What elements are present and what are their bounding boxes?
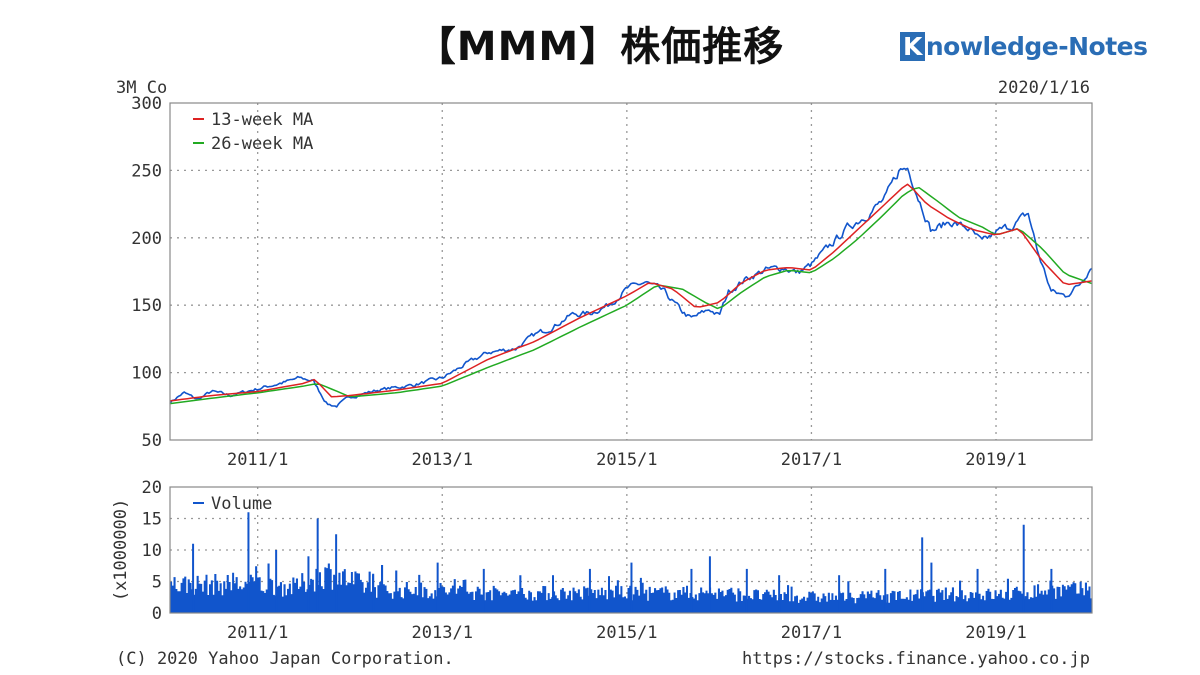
brand-logo-text: nowledge-Notes: [925, 32, 1148, 61]
ma26-line: [169, 186, 1093, 405]
y-tick-label: 20: [142, 478, 162, 498]
price-lines: [169, 167, 1093, 408]
price-x-axis: 2011/1 2013/1 2015/1 2017/1 2019/1: [227, 450, 1027, 470]
x-tick-label: 2013/1: [412, 450, 473, 470]
x-tick-label: 2011/1: [227, 623, 288, 643]
y-tick-label: 100: [131, 364, 162, 384]
volume-x-axis: 2011/1 2013/1 2015/1 2017/1 2019/1: [227, 623, 1027, 643]
y-tick-label: 200: [131, 229, 162, 249]
page-title: 【MMM】株価推移: [415, 24, 785, 70]
price-plot-frame: [169, 102, 1093, 441]
x-tick-label: 2015/1: [596, 450, 657, 470]
x-tick-label: 2013/1: [412, 623, 473, 643]
x-tick-label: 2015/1: [596, 623, 657, 643]
legend-label: Volume: [211, 494, 272, 514]
y-tick-label: 0: [152, 604, 162, 624]
volume-plot-frame: [169, 486, 1093, 614]
y-tick-label: 10: [142, 541, 162, 561]
ma13-line: [169, 183, 1093, 402]
x-tick-label: 2011/1: [227, 450, 288, 470]
x-tick-label: 2017/1: [781, 623, 842, 643]
y-tick-label: 5: [152, 573, 162, 593]
y-tick-label: 50: [142, 431, 162, 451]
x-tick-label: 2017/1: [781, 450, 842, 470]
copyright: (C) 2020 Yahoo Japan Corporation.: [116, 649, 454, 669]
volume-legend: Volume: [193, 494, 272, 514]
y-tick-label: 300: [131, 94, 162, 114]
legend-label: 13-week MA: [211, 110, 313, 130]
price-line: [169, 167, 1093, 408]
y-tick-label: 15: [142, 510, 162, 530]
price-legend: 13-week MA 26-week MA: [193, 110, 313, 154]
x-tick-label: 2019/1: [965, 623, 1026, 643]
volume-y-label: (x1000000): [111, 499, 131, 601]
source-url: https://stocks.finance.yahoo.co.jp: [742, 649, 1090, 669]
y-tick-label: 150: [131, 296, 162, 316]
y-tick-label: 250: [131, 161, 162, 181]
volume-bars: [170, 512, 1093, 613]
company-name: 3M Co: [116, 78, 167, 98]
chart-date: 2020/1/16: [998, 78, 1090, 98]
brand-logo-initial: K: [900, 32, 925, 61]
price-y-axis: 300 250 200 150 100 50: [131, 94, 162, 451]
price-grid: [170, 103, 1092, 440]
volume-y-axis: 20 15 10 5 0: [142, 478, 162, 624]
x-tick-label: 2019/1: [965, 450, 1026, 470]
legend-label: 26-week MA: [211, 134, 313, 154]
